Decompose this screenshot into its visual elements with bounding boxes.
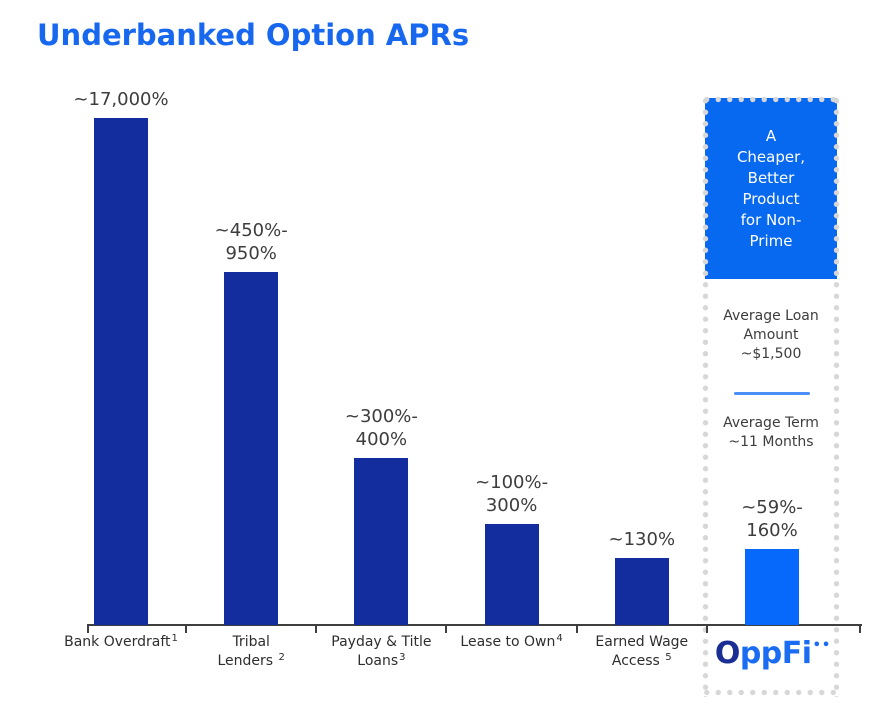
axis-tick	[445, 624, 447, 633]
oppfi-value-label: ~59%- 160%	[741, 497, 803, 541]
axis-label-line: Lease to Own4	[460, 633, 563, 650]
axis-label-line: Access 5	[611, 652, 672, 669]
earned-wage-access-value-label: ~130%	[608, 529, 676, 550]
axis-tick	[87, 624, 89, 633]
tribal-lenders-axis-label: Tribal Lenders 2	[176, 633, 326, 672]
oppfi-logo: OppFi••	[715, 636, 831, 671]
tribal-lenders-value-label: ~450%- 950%	[214, 220, 288, 264]
oppfi-logo-letter-o: O	[714, 636, 741, 671]
axis-label-line: Payday & Title	[331, 634, 432, 650]
bank-overdraft-bar	[94, 118, 148, 625]
payday-title-loans-bar	[354, 458, 409, 625]
lease-to-own-value-label: ~100%- 300%	[475, 472, 549, 516]
axis-tick	[315, 624, 317, 633]
bank-overdraft-axis-label: Bank Overdraft1	[46, 633, 196, 653]
axis-tick	[859, 624, 861, 633]
axis-label-line: Lenders 2	[217, 652, 285, 669]
earned-wage-access-bar	[614, 558, 669, 625]
axis-label-line: Tribal	[232, 634, 270, 650]
axis-tick	[185, 624, 187, 633]
payday-title-loans-value-label: ~300%- 400%	[344, 406, 418, 450]
bank-overdraft-value-label: ~17,000%	[73, 89, 169, 110]
earned-wage-access-axis-label: Earned Wage Access 5	[567, 633, 717, 672]
lease-to-own-axis-label: Lease to Own4	[437, 633, 587, 653]
oppfi-bar	[745, 549, 799, 625]
lease-to-own-bar	[484, 524, 539, 625]
axis-label-line: Loans3	[357, 652, 406, 669]
oppfi-logo-dots: ••	[812, 638, 832, 653]
axis-label-line: Bank Overdraft1	[64, 633, 178, 650]
axis-tick	[576, 624, 578, 633]
x-axis-line	[88, 624, 862, 626]
axis-label-line: Earned Wage	[595, 634, 689, 650]
oppfi-logo-rest: ppFi	[739, 636, 812, 671]
chart-title: Underbanked Option APRs	[37, 18, 470, 52]
tribal-lenders-bar	[224, 272, 279, 625]
payday-title-loans-axis-label: Payday & Title Loans3	[306, 633, 456, 672]
